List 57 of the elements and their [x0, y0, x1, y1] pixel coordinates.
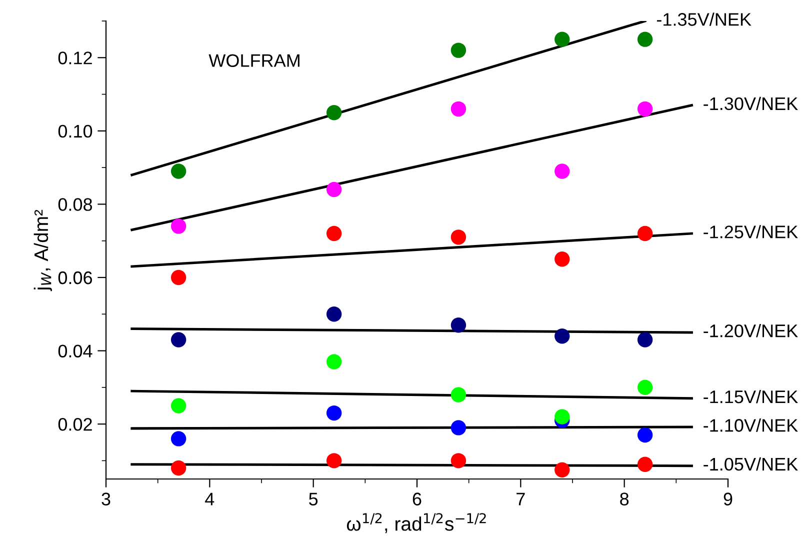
series-label: -1.30V/NEK — [704, 96, 798, 110]
y-tick-label: 0.10 — [58, 124, 92, 138]
point — [450, 387, 466, 402]
series-label: -1.20V/NEK — [704, 324, 798, 338]
point — [326, 405, 342, 421]
point — [554, 32, 570, 47]
series-label: -1.10V/NEK — [704, 418, 798, 432]
series-label: -1.25V/NEK — [704, 225, 798, 238]
point — [170, 398, 186, 414]
y-axis-title: j$_{W}$, A/dm² — [34, 210, 52, 292]
x-axis-title: ω$^{1/2}$, rad$^{1/2}$s$^{−1/2}$ — [346, 513, 486, 534]
series-label: -1.15V/NEK — [704, 390, 798, 404]
point — [170, 332, 186, 348]
x-tick-label: 6 — [412, 492, 422, 506]
point — [326, 306, 342, 322]
point — [637, 427, 653, 443]
point — [637, 332, 653, 348]
point — [170, 164, 186, 179]
point — [637, 32, 653, 47]
point — [450, 42, 466, 58]
point — [637, 226, 653, 242]
point — [450, 420, 466, 436]
point — [450, 318, 466, 333]
point — [637, 101, 653, 117]
point — [554, 252, 570, 267]
point — [450, 101, 466, 117]
point — [554, 462, 570, 478]
x-tick-label: 7 — [516, 492, 525, 506]
point — [326, 453, 342, 468]
x-tick-label: 5 — [309, 492, 318, 506]
series-label: -1.05V/NEK — [704, 457, 798, 471]
point — [637, 380, 653, 396]
y-tick-label: 0.06 — [58, 271, 92, 284]
point — [326, 182, 342, 198]
point — [450, 230, 466, 245]
point — [554, 409, 570, 424]
x-tick-label: 4 — [205, 492, 214, 506]
x-tick-label: 8 — [620, 492, 629, 506]
point — [170, 218, 186, 234]
point — [326, 226, 342, 242]
point — [554, 328, 570, 344]
point — [554, 164, 570, 179]
point — [637, 456, 653, 472]
point — [170, 460, 186, 476]
series-label: -1.35V/NEK — [656, 12, 752, 26]
y-tick-label: 0.12 — [58, 52, 92, 64]
y-tick-label: 0.02 — [58, 418, 92, 431]
y-tick-label: 0.08 — [58, 198, 92, 211]
point — [170, 431, 186, 446]
x-tick-label: 3 — [102, 492, 110, 506]
annotation: WOLFRAM — [208, 54, 300, 67]
point — [450, 453, 466, 468]
point — [170, 270, 186, 286]
x-tick-label: 9 — [724, 492, 732, 506]
point — [326, 104, 342, 120]
point — [326, 354, 342, 370]
y-tick-label: 0.04 — [58, 344, 92, 358]
